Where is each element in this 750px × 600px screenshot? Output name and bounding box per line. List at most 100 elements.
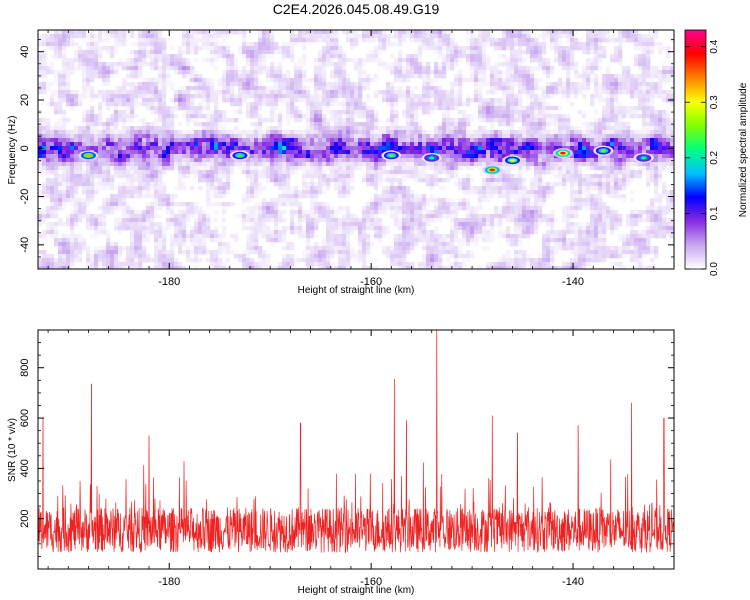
heatmap-cell	[390, 110, 395, 115]
heatmap-cell	[266, 126, 271, 131]
heatmap-cell	[74, 138, 79, 143]
heatmap-cell	[162, 110, 167, 115]
heatmap-cell	[498, 178, 503, 183]
heatmap-cell	[394, 78, 399, 83]
heatmap-cell	[218, 154, 223, 159]
heatmap-cell	[546, 162, 551, 167]
heatmap-cell	[330, 34, 335, 39]
heatmap-cell	[538, 42, 543, 47]
heatmap-cell	[374, 166, 379, 171]
heatmap-cell	[534, 54, 539, 59]
heatmap-cell	[46, 182, 51, 187]
heatmap-cell	[558, 182, 563, 187]
heatmap-cell	[562, 50, 567, 55]
heatmap-cell	[302, 166, 307, 171]
heatmap-cell	[278, 70, 283, 75]
heatmap-cell	[314, 58, 319, 63]
heatmap-cell	[670, 70, 674, 75]
heatmap-cell	[238, 146, 243, 151]
heatmap-cell	[414, 102, 419, 107]
heatmap-cell	[406, 146, 411, 151]
heatmap-cell	[110, 62, 115, 67]
heatmap-cell	[450, 126, 455, 131]
heatmap-cell	[354, 122, 359, 127]
heatmap-cell	[94, 62, 99, 67]
heatmap-cell	[274, 150, 279, 155]
heatmap-cell	[566, 126, 571, 131]
heatmap-cell	[642, 110, 647, 115]
heatmap-cell	[118, 182, 123, 187]
heatmap-cell	[322, 174, 327, 179]
heatmap-cell	[238, 90, 243, 95]
heatmap-cell	[614, 114, 619, 119]
heatmap-cell	[202, 134, 207, 139]
heatmap-cell	[558, 178, 563, 183]
heatmap-cell	[306, 78, 311, 83]
heatmap-cell	[106, 62, 111, 67]
heatmap-cell	[502, 134, 507, 139]
heatmap-cell	[210, 154, 215, 159]
heatmap-cell	[642, 106, 647, 111]
heatmap-cell	[614, 82, 619, 87]
heatmap-cell	[58, 150, 63, 155]
heatmap-cell	[146, 174, 151, 179]
heatmap-cell	[514, 178, 519, 183]
heatmap-cell	[86, 134, 91, 139]
heatmap-cell	[458, 154, 463, 159]
heatmap-cell	[122, 82, 127, 87]
heatmap-cell	[598, 42, 603, 47]
heatmap-cell	[170, 146, 175, 151]
heatmap-cell	[210, 50, 215, 55]
heatmap-cell	[466, 122, 471, 127]
heatmap-cell	[306, 94, 311, 99]
heatmap-cell	[610, 186, 615, 191]
heatmap-cell	[50, 182, 55, 187]
heatmap-cell	[530, 130, 535, 135]
heatmap-cell	[158, 50, 163, 55]
heatmap-cell	[122, 30, 127, 35]
heatmap-cell	[210, 158, 215, 163]
heatmap-cell	[646, 126, 651, 131]
heatmap-cell	[190, 170, 195, 175]
heatmap-cell	[326, 98, 331, 103]
heatmap-cell	[238, 70, 243, 75]
heatmap-cell	[274, 82, 279, 87]
heatmap-cell	[410, 138, 415, 143]
heatmap-cell	[530, 182, 535, 187]
heatmap-cell	[434, 162, 439, 167]
heatmap-cell	[158, 146, 163, 151]
heatmap-cell	[94, 42, 99, 47]
heatmap-cell	[266, 66, 271, 71]
heatmap-cell	[602, 78, 607, 83]
heatmap-cell	[358, 102, 363, 107]
heatmap-cell	[374, 186, 379, 191]
heatmap-cell	[130, 146, 135, 151]
heatmap-cell	[134, 106, 139, 111]
heatmap-cell	[398, 86, 403, 91]
heatmap-cell	[202, 34, 207, 39]
heatmap-cell	[414, 122, 419, 127]
heatmap-cell	[606, 78, 611, 83]
heatmap-cell	[446, 146, 451, 151]
heatmap-cell	[586, 150, 591, 155]
heatmap-cell	[130, 174, 135, 179]
heatmap-cell	[458, 78, 463, 83]
heatmap-cell	[94, 46, 99, 51]
heatmap-cell	[222, 54, 227, 59]
heatmap-cell	[482, 110, 487, 115]
heatmap-cell	[54, 158, 59, 163]
heatmap-cell	[346, 106, 351, 111]
heatmap-cell	[454, 150, 459, 155]
heatmap-cell	[298, 146, 303, 151]
heatmap-cell	[270, 98, 275, 103]
heatmap-cell	[582, 134, 587, 139]
heatmap-cell	[498, 182, 503, 187]
heatmap-cell	[526, 70, 531, 75]
heatmap-cell	[526, 122, 531, 127]
heatmap-cell	[434, 86, 439, 91]
heatmap-cell	[638, 90, 643, 95]
heatmap-cell	[214, 102, 219, 107]
heatmap-cell	[50, 134, 55, 139]
heatmap-cell	[346, 118, 351, 123]
heatmap-cell	[494, 186, 499, 191]
